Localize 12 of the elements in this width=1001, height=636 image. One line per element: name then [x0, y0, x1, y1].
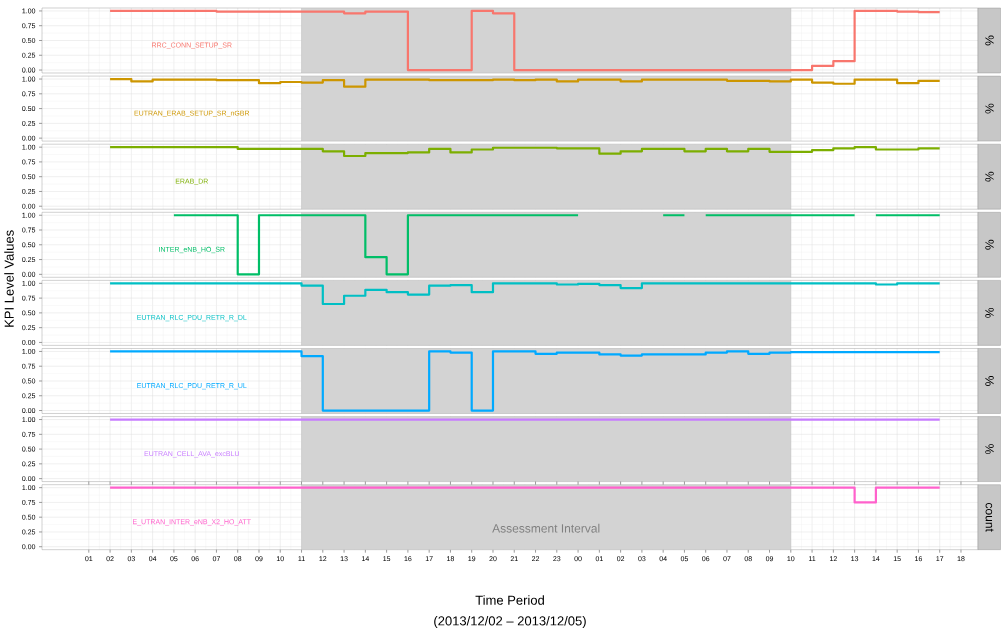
y-axis-title: KPI Level Values — [4, 230, 14, 327]
y2-axis-title: % — [985, 103, 994, 114]
y2-axis-title: % — [985, 239, 994, 250]
y2-axis-title: % — [985, 444, 994, 454]
y2-axis-title: % — [985, 376, 994, 386]
x-axis-title: Time Period — [475, 595, 544, 605]
text: (2013/12/02 – 2013/12/05) — [434, 615, 586, 629]
y2-axis-title: % — [985, 171, 994, 182]
band-label: Assessment Interval — [492, 523, 600, 533]
y2-axis-title: % — [985, 35, 994, 46]
y2-axis-title: count — [985, 503, 994, 532]
y2-axis-title: % — [985, 307, 994, 318]
